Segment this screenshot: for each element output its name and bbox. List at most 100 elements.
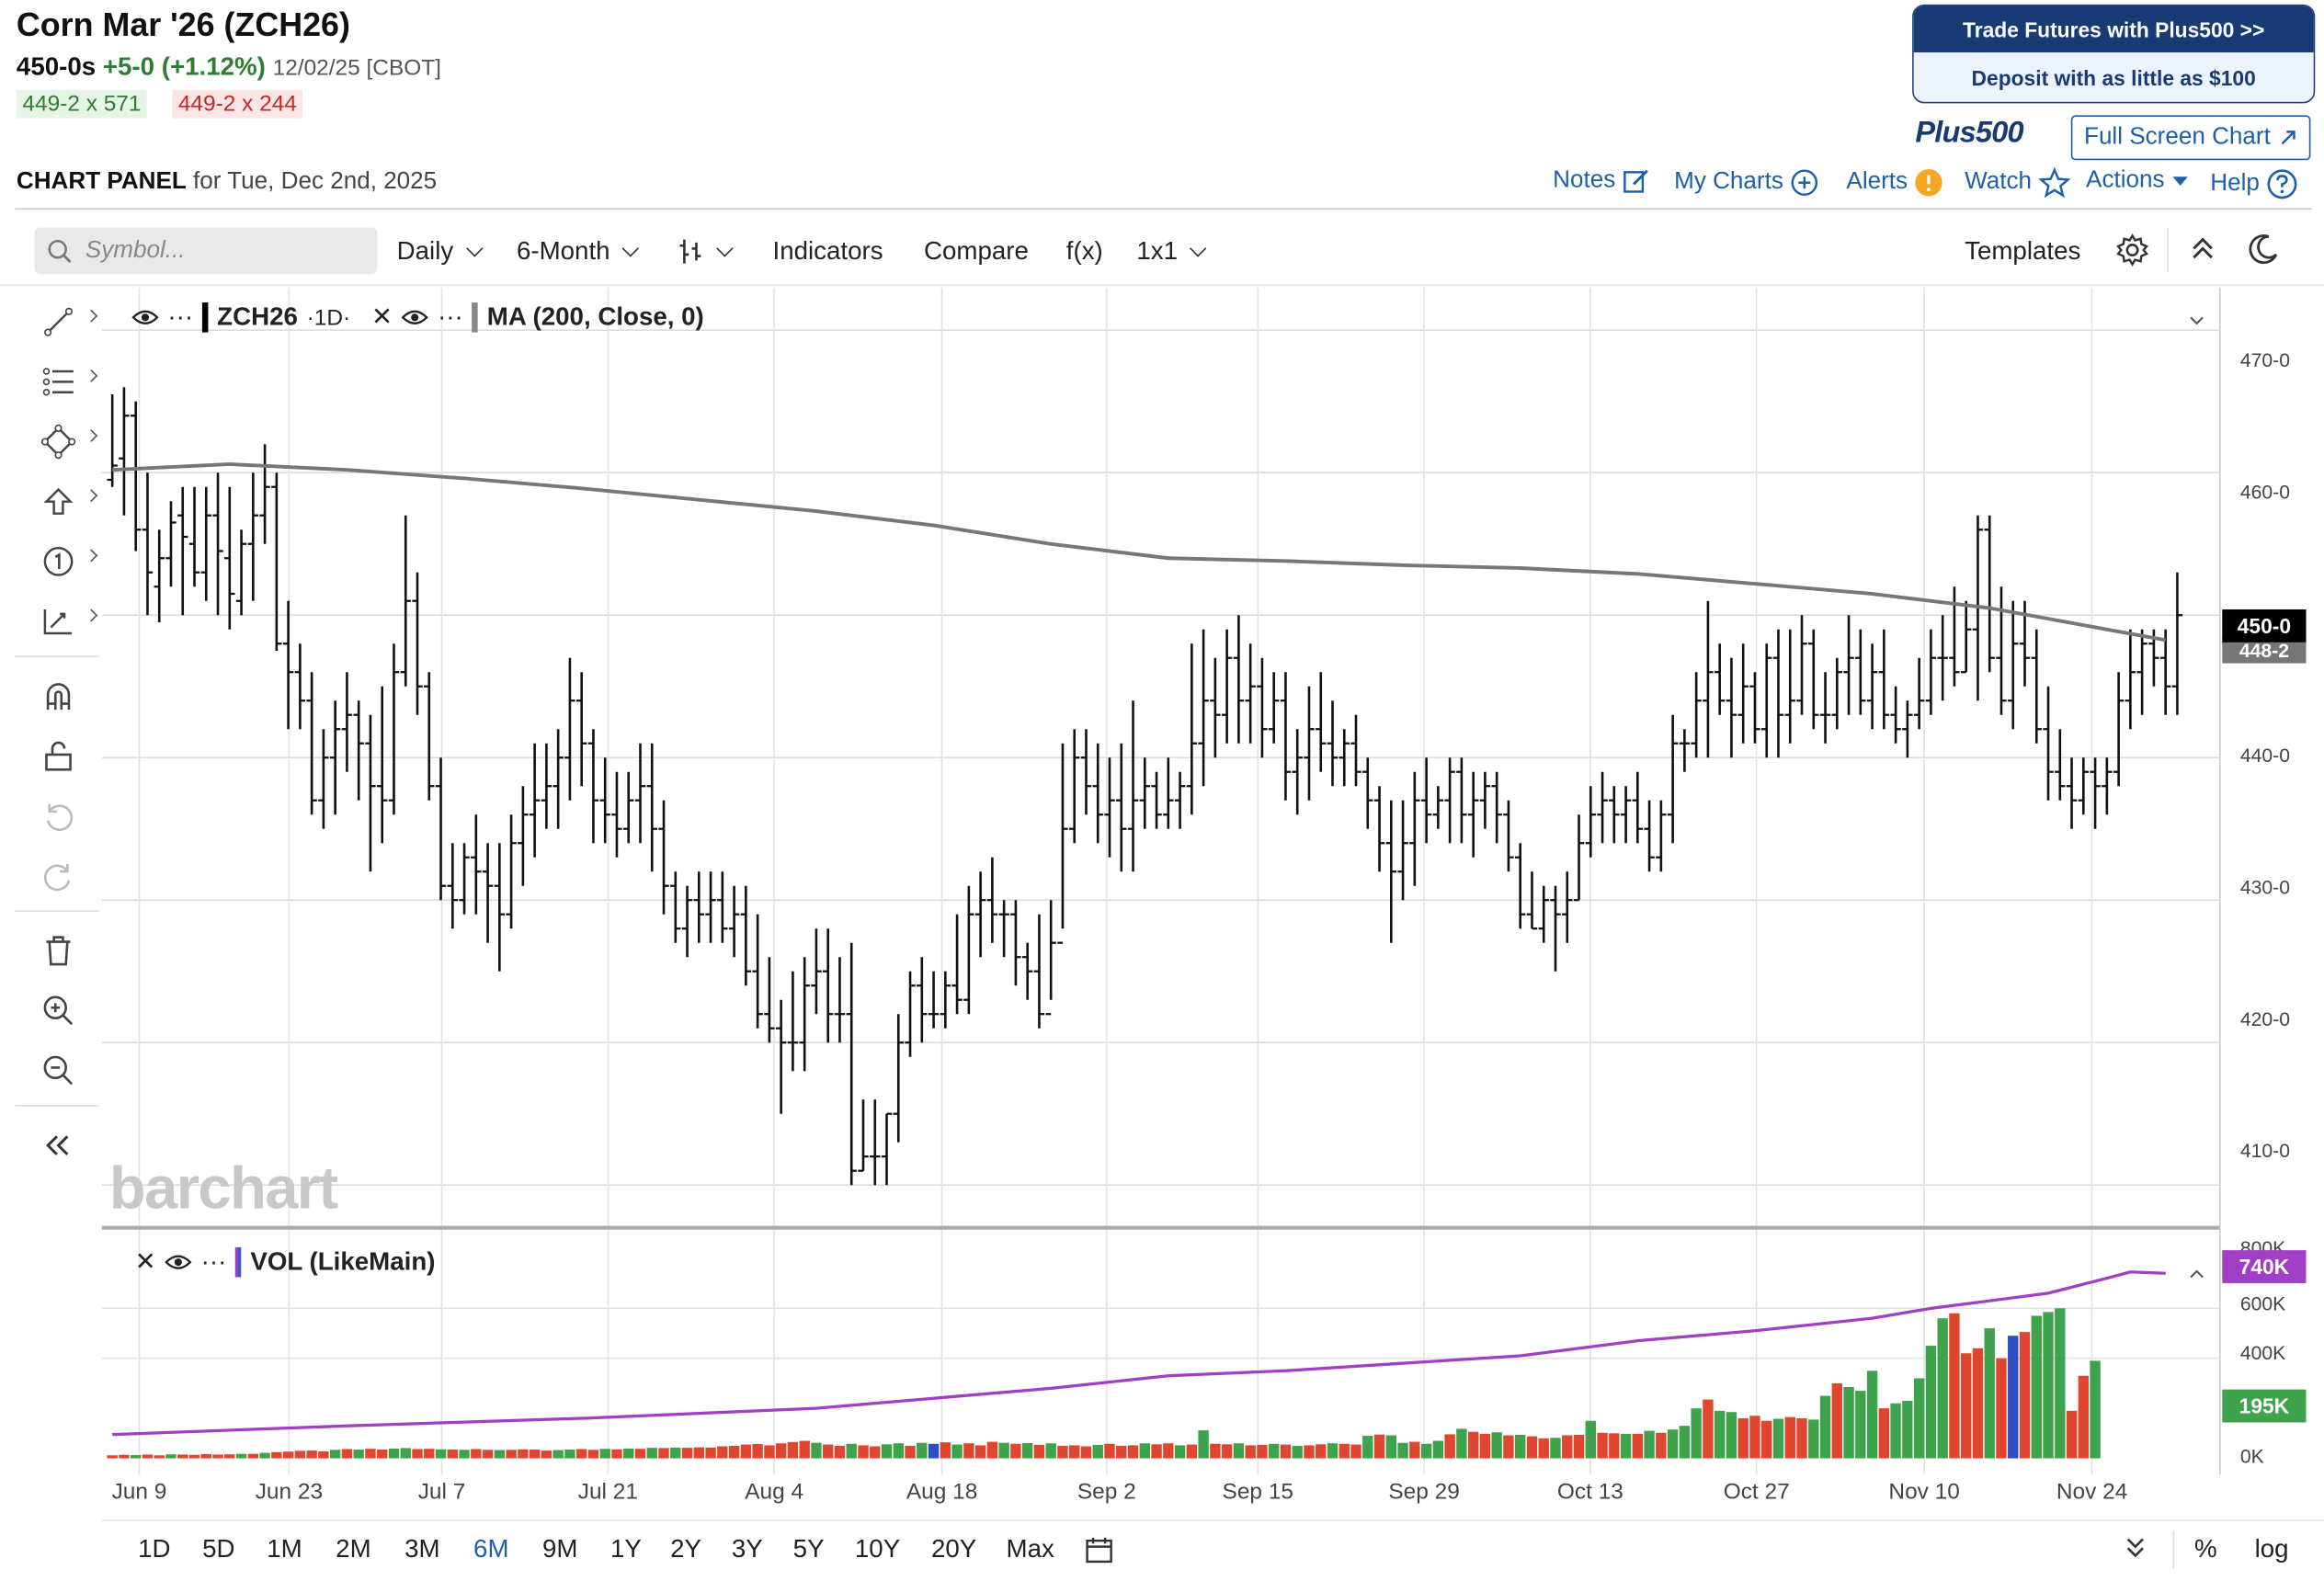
volume-bar bbox=[1362, 1436, 1373, 1459]
eye-icon[interactable] bbox=[131, 309, 159, 327]
ohlc-bar bbox=[2102, 757, 2113, 815]
volume-bar bbox=[646, 1448, 657, 1459]
period-button-5d[interactable]: 5D bbox=[202, 1534, 235, 1564]
actions-menu[interactable]: Actions bbox=[2086, 167, 2192, 194]
promo-deposit-text[interactable]: Deposit with as little as $100 bbox=[1913, 52, 2314, 102]
period-button-20y[interactable]: 20Y bbox=[930, 1534, 977, 1564]
ohlc-bar bbox=[1221, 629, 1233, 744]
delete-drawings-button[interactable] bbox=[36, 928, 81, 973]
volume-bar bbox=[177, 1454, 188, 1459]
period-button-2m[interactable]: 2M bbox=[336, 1534, 371, 1564]
chevron-right-icon bbox=[85, 429, 98, 442]
chart-area[interactable] bbox=[101, 287, 2220, 1475]
ohlc-bar bbox=[1714, 643, 1726, 715]
period-button-1m[interactable]: 1M bbox=[267, 1534, 302, 1564]
alerts-link[interactable]: Alerts bbox=[1846, 167, 1943, 198]
close-icon[interactable]: ✕ bbox=[134, 1246, 156, 1276]
ohlc-bar bbox=[1069, 729, 1080, 844]
period-button-max[interactable]: Max bbox=[1006, 1534, 1054, 1564]
full-screen-chart-button[interactable]: Full Screen Chart bbox=[2070, 115, 2311, 161]
period-button-2y[interactable]: 2Y bbox=[670, 1534, 701, 1564]
price-axis[interactable]: 470-0 460-0 450-0 440-0 430-0 420-0 410-… bbox=[2222, 288, 2324, 1468]
chart-panel-label: CHART PANEL for Tue, Dec 2nd, 2025 bbox=[17, 169, 437, 196]
eye-icon[interactable] bbox=[401, 309, 429, 327]
promo-trade-link[interactable]: Trade Futures with Plus500 >> bbox=[1913, 6, 2314, 53]
ohlc-bar bbox=[365, 714, 376, 872]
ohlc-bar bbox=[553, 729, 564, 829]
plus500-logo[interactable]: Plus500 bbox=[1915, 117, 2023, 150]
period-button-1d[interactable]: 1D bbox=[138, 1534, 171, 1564]
ohlc-bar bbox=[881, 1112, 893, 1186]
measure-tool[interactable] bbox=[36, 599, 98, 644]
ohlc-bar bbox=[811, 928, 822, 1015]
collapse-toolbar-button[interactable] bbox=[2189, 233, 2216, 264]
fx-button[interactable]: f(x) bbox=[1065, 236, 1103, 266]
indicators-button[interactable]: Indicators bbox=[772, 236, 883, 266]
zoom-out-icon bbox=[43, 1055, 74, 1086]
undo-icon bbox=[46, 803, 74, 832]
interval-dropdown[interactable]: Daily bbox=[397, 236, 484, 267]
ohlc-bar bbox=[1843, 615, 1854, 715]
zoom-in-button[interactable] bbox=[36, 988, 81, 1033]
volume-bar bbox=[1749, 1416, 1760, 1459]
more-dots-icon[interactable]: ··· bbox=[167, 302, 194, 331]
plus500-promo[interactable]: Trade Futures with Plus500 >> Deposit wi… bbox=[1912, 4, 2316, 104]
volume-bar bbox=[1057, 1445, 1068, 1459]
more-dots-icon[interactable]: ··· bbox=[438, 302, 463, 331]
period-button-3y[interactable]: 3Y bbox=[731, 1534, 763, 1564]
arrow-tool[interactable] bbox=[36, 479, 98, 524]
line-tool[interactable] bbox=[36, 300, 98, 345]
period-button-10y[interactable]: 10Y bbox=[854, 1534, 901, 1564]
range-dropdown[interactable]: 6-Month bbox=[517, 236, 640, 267]
more-dots-icon[interactable]: ··· bbox=[200, 1246, 227, 1276]
close-icon[interactable]: ✕ bbox=[370, 302, 393, 331]
chart-type-dropdown[interactable] bbox=[677, 236, 734, 267]
calendar-button[interactable] bbox=[1084, 1535, 1114, 1573]
watch-link[interactable]: Watch bbox=[1965, 167, 2071, 199]
compare-button[interactable]: Compare bbox=[924, 236, 1029, 266]
help-link[interactable]: Help bbox=[2210, 167, 2298, 200]
chevron-down-icon[interactable] bbox=[2189, 307, 2204, 334]
notes-link[interactable]: Notes bbox=[1553, 167, 1651, 194]
ohlc-bar bbox=[1656, 800, 1667, 872]
log-scale-button[interactable]: log bbox=[2254, 1534, 2289, 1564]
shape-tool[interactable] bbox=[36, 419, 98, 464]
volume-bar bbox=[787, 1441, 799, 1459]
percent-scale-button[interactable]: % bbox=[2194, 1534, 2217, 1564]
redo-button[interactable] bbox=[36, 853, 81, 898]
chevron-up-icon[interactable] bbox=[2189, 1261, 2204, 1288]
ohlc-bar bbox=[1420, 757, 1432, 844]
ohlc-bar bbox=[1609, 786, 1620, 844]
ohlc-bar bbox=[1960, 600, 1972, 674]
collapse-periods-button[interactable] bbox=[2125, 1535, 2146, 1566]
undo-button[interactable] bbox=[36, 793, 81, 838]
annotation-tool[interactable] bbox=[36, 539, 98, 584]
panel-title: CHART PANEL bbox=[16, 169, 187, 195]
ohlc-bar bbox=[412, 572, 423, 715]
fib-tool[interactable] bbox=[36, 359, 98, 404]
magnet-tool[interactable] bbox=[36, 674, 81, 719]
volume-bar bbox=[130, 1455, 142, 1459]
period-button-3m[interactable]: 3M bbox=[404, 1534, 440, 1564]
ohlc-bar bbox=[1174, 771, 1186, 829]
templates-button[interactable]: Templates bbox=[1965, 236, 2081, 266]
period-button-6m[interactable]: 6M bbox=[473, 1534, 509, 1564]
zoom-out-button[interactable] bbox=[36, 1048, 81, 1093]
settings-button[interactable] bbox=[2114, 232, 2150, 267]
period-button-5y[interactable]: 5Y bbox=[792, 1534, 825, 1564]
period-button-9m[interactable]: 9M bbox=[541, 1534, 578, 1564]
symbol-search-input[interactable]: Symbol... bbox=[34, 227, 378, 275]
dark-mode-toggle[interactable] bbox=[2246, 232, 2279, 265]
collapse-tools-button[interactable] bbox=[36, 1123, 81, 1168]
period-button-1y[interactable]: 1Y bbox=[609, 1534, 642, 1564]
ohlc-bar bbox=[1151, 771, 1162, 829]
date-axis[interactable]: Jun 9 Jun 23 Jul 7 Jul 21 Aug 4 Aug 18 Sep 2 Se… bbox=[102, 1474, 2219, 1510]
eye-icon[interactable] bbox=[165, 1253, 192, 1271]
layout-dropdown[interactable]: 1x1 bbox=[1136, 236, 1208, 267]
ohlc-bar bbox=[1163, 757, 1174, 829]
lock-tool[interactable] bbox=[36, 734, 81, 779]
my-charts-link[interactable]: My Charts bbox=[1674, 167, 1819, 198]
ohlc-bar bbox=[1538, 885, 1549, 943]
alerts-label: Alerts bbox=[1846, 169, 1908, 195]
volume-bar bbox=[740, 1444, 752, 1459]
